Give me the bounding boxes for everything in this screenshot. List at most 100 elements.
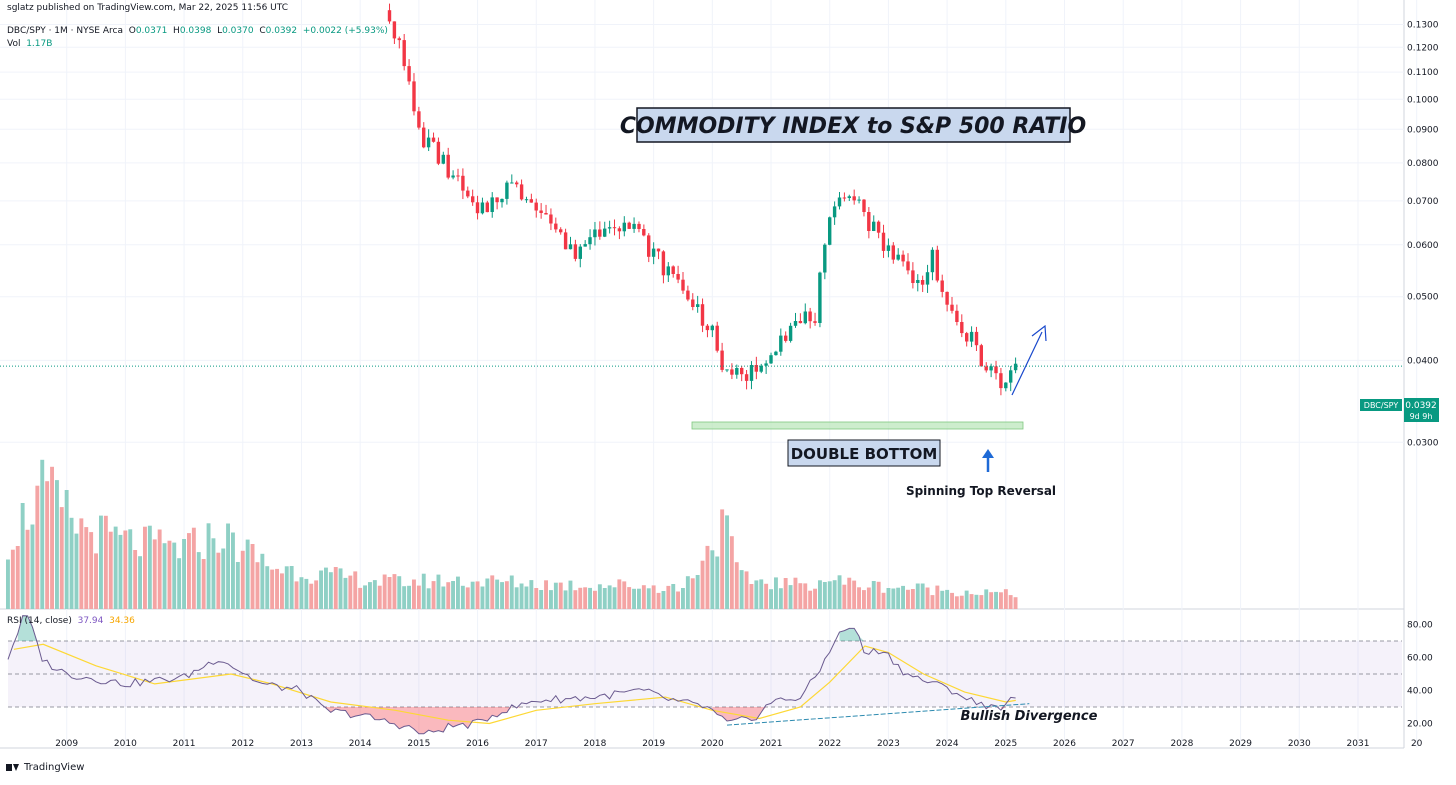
candle-body [539,210,543,213]
volume-bar [759,579,764,609]
volume-bar [656,592,661,609]
candle-body [426,137,431,148]
volume-bar [989,592,994,609]
open-label: O [128,26,136,36]
volume-bar [705,545,710,609]
volume-bar [187,533,191,609]
time-tick-label: 20 [1411,739,1423,749]
candle-body [583,244,587,247]
candle-body [960,322,964,334]
candle-body [607,227,612,229]
volume-bar [407,585,411,609]
volume-bar [231,532,235,609]
candle-body [852,196,856,201]
candle-body [544,213,548,215]
time-tick-label: 2009 [55,739,78,749]
volume-bar [348,575,353,609]
candle-body [769,355,773,364]
volume-bar [666,585,671,609]
candle-body [666,266,670,276]
candle-body [965,333,969,342]
upside-arrow-head [1031,324,1047,342]
volume-bar [886,588,891,609]
volume-header: Vol 1.17B [7,39,52,49]
price-tick-label: 0.0800 [1407,159,1439,169]
candle-body [573,244,578,259]
candle-body [515,182,519,185]
volume-bar [25,529,30,609]
volume-bar [265,566,270,609]
candle-body [387,10,392,22]
volume-bar [363,585,367,609]
volume-bar [260,553,265,609]
high-value: 0.0398 [179,26,212,36]
candle-body [563,232,568,250]
volume-bar [441,586,446,609]
volume-bar [333,567,338,609]
volume-bar [324,567,328,609]
volume-bar [55,480,59,609]
candle-body [505,182,509,199]
volume-bar [343,577,348,609]
volume-bar [89,532,94,609]
candle-body [461,175,465,191]
volume-bar [837,575,842,609]
volume-bar [999,592,1003,609]
candle-body [412,81,416,112]
volume-bar [685,576,690,609]
volume-bar [475,581,480,609]
time-tick-label: 2019 [642,739,665,749]
candle-body [471,196,475,203]
candle-body [891,245,895,260]
close-label: C [259,26,266,36]
candle-body [431,137,436,142]
price-tick-label: 0.0700 [1407,197,1439,207]
volume-bar [915,583,920,609]
close-value: 0.0392 [265,26,298,36]
time-tick-label: 2026 [1053,739,1076,749]
volume-bar [358,587,363,609]
volume-bar [177,558,182,609]
time-tick-label: 2014 [349,739,372,749]
time-tick-label: 2011 [173,739,196,749]
volume-bar [485,578,490,609]
candle-body [519,184,524,200]
volume-bar [372,580,377,609]
volume-bar [182,539,186,609]
double-bottom-box [787,439,941,467]
volume-bar [568,580,573,609]
volume-bar [930,595,935,609]
volume-bar [597,584,602,609]
volume-bar [901,585,905,609]
rsi-pane [7,615,1402,735]
volume-bar [211,538,216,609]
candle-body [661,251,666,276]
candle-body [647,235,651,257]
candle-body [779,335,783,352]
volume-bar [74,533,79,609]
volume-bar [637,588,641,609]
candle-body [705,325,710,331]
volume-bar [935,585,940,609]
volume-bar [289,566,294,609]
volume-bar [69,517,74,609]
volume-bar [201,559,206,609]
bullish-divergence-annotation: Bullish Divergence [961,709,1098,724]
volume-bar [832,580,837,609]
volume-bar [470,581,475,609]
volume-value: 1.17B [26,39,53,49]
rsi-divergence-line [726,703,1030,726]
candle-body [764,363,768,366]
time-tick-label: 2027 [1112,739,1135,749]
symbol-info: DBC/SPY · 1M · NYSE Arca [7,26,123,36]
candle-body [798,321,803,324]
volume-bar [744,571,749,609]
candle-body [901,254,905,262]
volume-bar [118,534,123,609]
volume-bar [143,526,147,609]
volume-bar [35,485,40,609]
volume-bar [964,590,969,609]
candle-body [984,366,988,371]
candle-body [441,154,445,164]
